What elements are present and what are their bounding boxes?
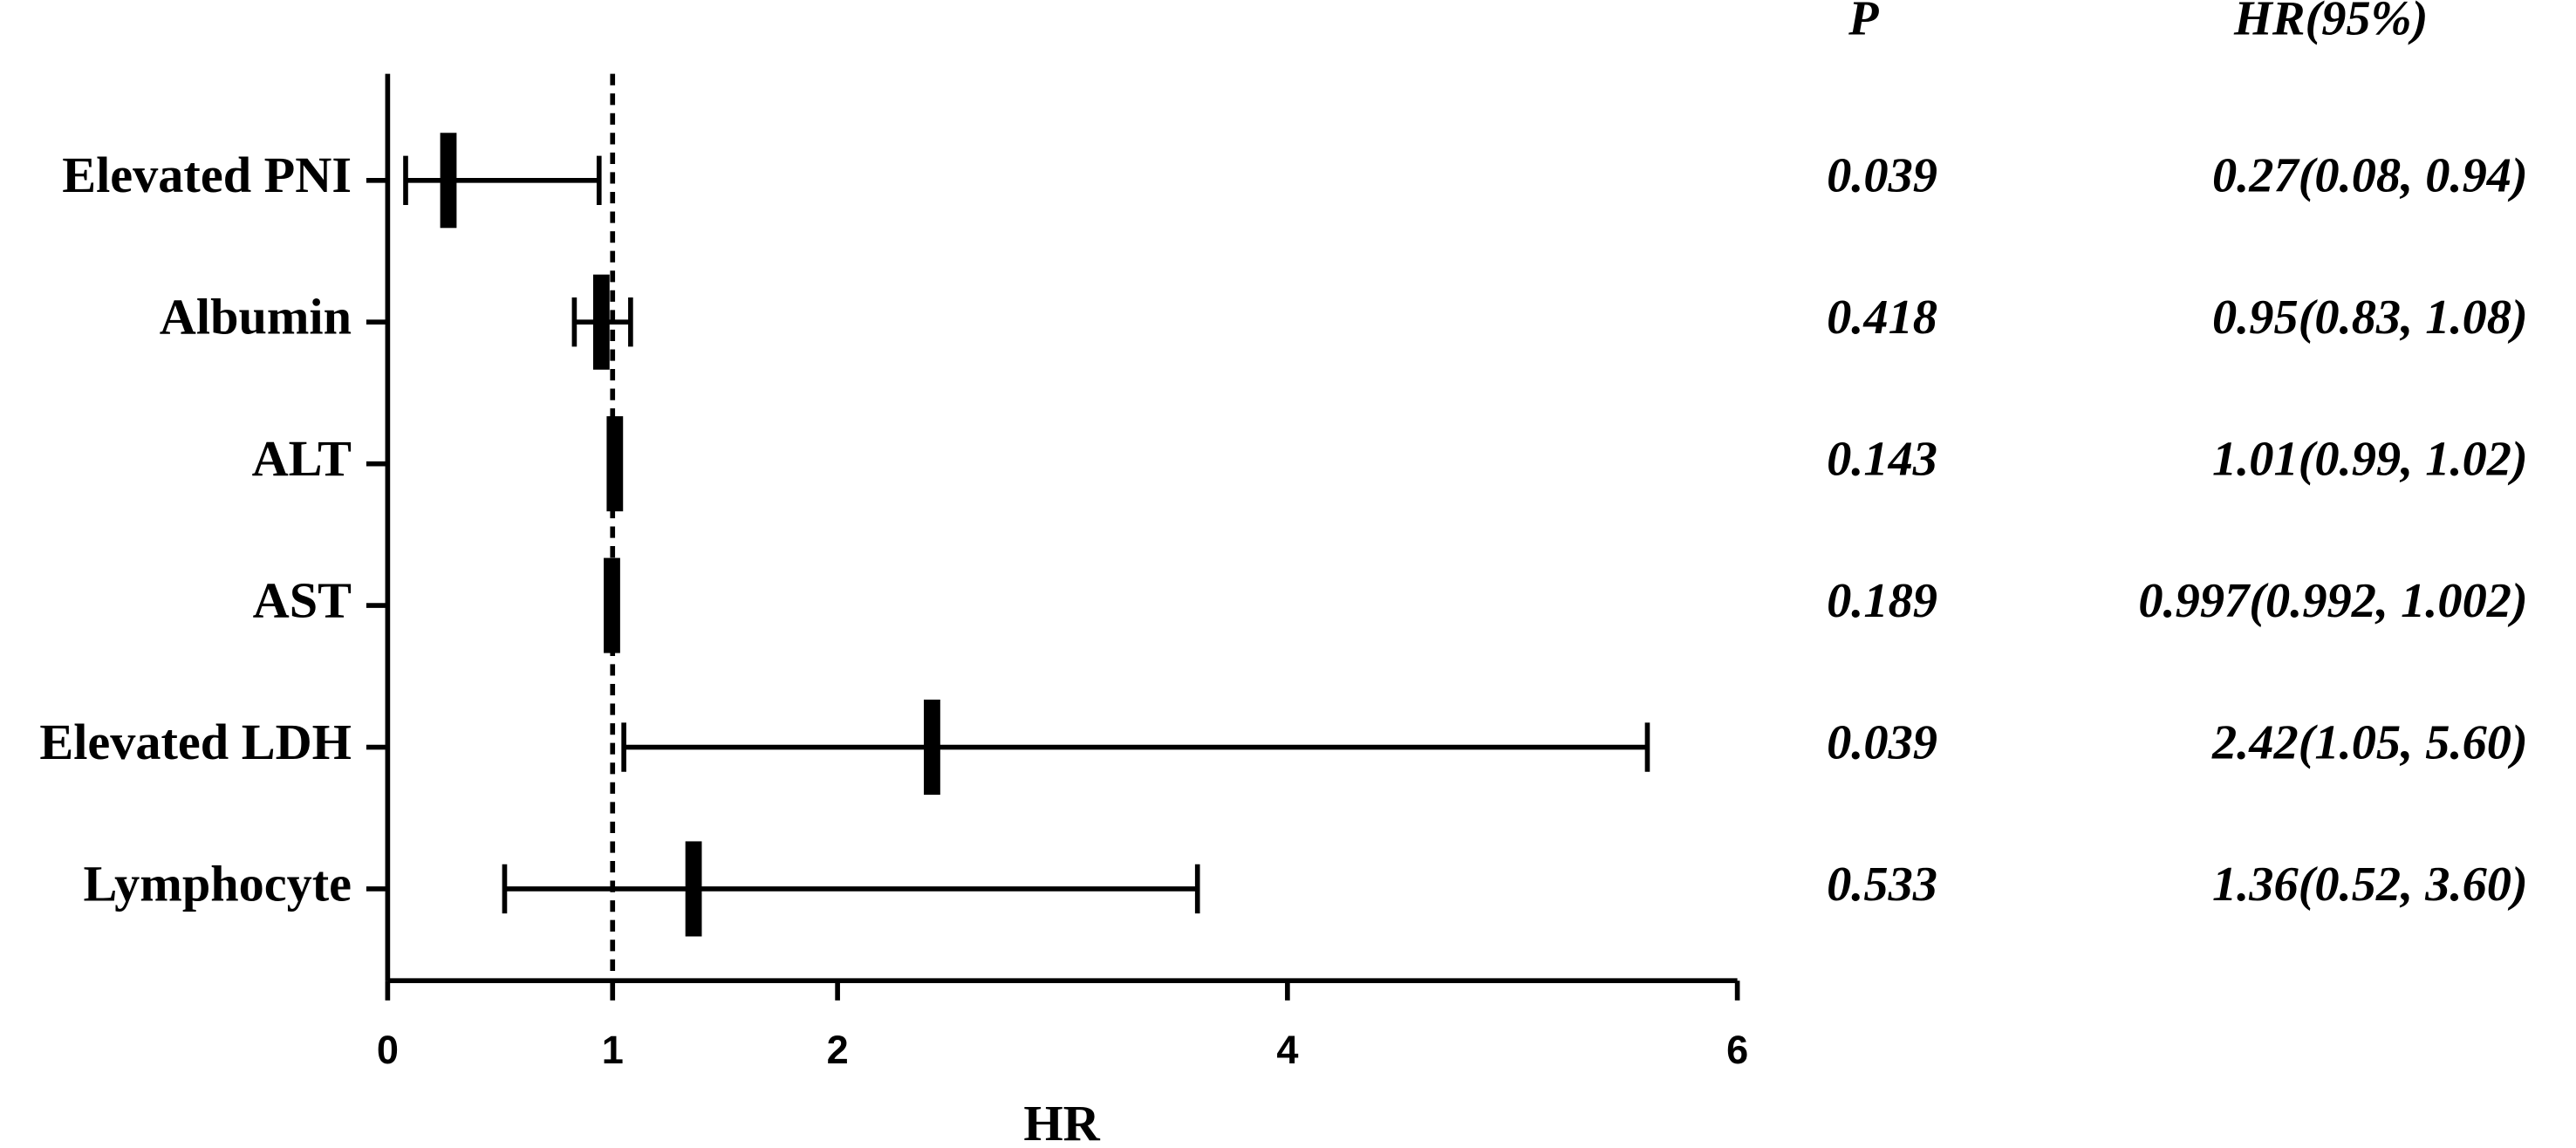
p-value: 0.143 bbox=[1827, 433, 1937, 487]
hr-ci-label: 1.36(0.52, 3.60) bbox=[2212, 858, 2528, 912]
x-tick-label: 4 bbox=[1276, 1028, 1298, 1072]
x-tick-label: 1 bbox=[602, 1028, 624, 1072]
p-value: 0.418 bbox=[1827, 290, 1937, 345]
x-tick-label: 6 bbox=[1726, 1028, 1748, 1072]
hr-marker bbox=[604, 557, 620, 653]
hr-marker bbox=[685, 841, 702, 937]
hr-marker bbox=[440, 133, 457, 229]
hr-ci-label: 0.95(0.83, 1.08) bbox=[2212, 290, 2528, 345]
hr-ci-label: 1.01(0.99, 1.02) bbox=[2212, 433, 2528, 487]
p-value: 0.039 bbox=[1827, 715, 1937, 769]
hr-marker bbox=[606, 416, 624, 512]
hr-marker bbox=[924, 700, 940, 796]
hr-ci-label: 0.27(0.08, 0.94) bbox=[2212, 149, 2528, 203]
p-header: P bbox=[1848, 0, 1879, 45]
hr-ci-label: 0.997(0.992, 1.002) bbox=[2138, 574, 2527, 628]
x-axis-label: HR bbox=[1023, 1095, 1100, 1148]
hr-ci-label: 2.42(1.05, 5.60) bbox=[2211, 715, 2528, 769]
hr-header: HR(95%) bbox=[2233, 0, 2428, 45]
category-label: Lymphocyte bbox=[84, 855, 352, 912]
category-label: AST bbox=[253, 571, 352, 628]
category-label: ALT bbox=[252, 430, 352, 487]
p-value: 0.039 bbox=[1827, 149, 1937, 203]
p-value: 0.533 bbox=[1827, 858, 1937, 912]
category-label: Albumin bbox=[160, 289, 352, 345]
hr-marker bbox=[592, 274, 610, 370]
x-tick-label: 0 bbox=[377, 1028, 399, 1072]
category-label: Elevated PNI bbox=[62, 147, 352, 203]
x-tick-label: 2 bbox=[827, 1028, 849, 1072]
p-value: 0.189 bbox=[1827, 574, 1937, 628]
category-label: Elevated LDH bbox=[39, 714, 352, 770]
